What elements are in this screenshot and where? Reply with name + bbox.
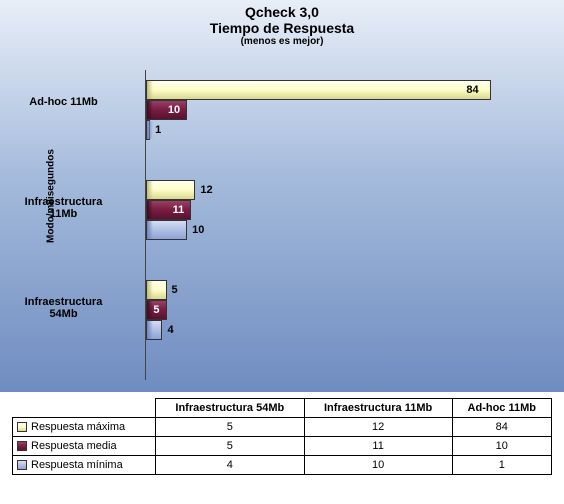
table-cell: 4: [155, 456, 304, 475]
table-row: Respuesta media51110: [13, 437, 552, 456]
legend-swatch: [17, 460, 27, 470]
table-row-label: Respuesta mínima: [13, 456, 156, 475]
plot-area: Ad-hoc 11Mb84101Infraestructura11Mb12111…: [145, 70, 545, 380]
category-label: Infraestructura11Mb: [6, 196, 121, 224]
legend-swatch: [17, 422, 27, 432]
value-label: 1: [155, 124, 161, 136]
table-cell: 1: [452, 456, 551, 475]
table-col-header: Ad-hoc 11Mb: [452, 399, 551, 418]
chart-area: Qcheck 3,0 Tiempo de Respuesta (menos es…: [0, 0, 564, 392]
data-table: Infraestructura 54Mb Infraestructura 11M…: [12, 398, 552, 475]
table-cell: 10: [304, 456, 452, 475]
bar-maxima: [146, 280, 167, 300]
table-cell: 10: [452, 437, 551, 456]
table-row: Respuesta máxima51284: [13, 418, 552, 437]
value-label: 10: [192, 224, 204, 236]
bar-group: Infraestructura54Mb554: [145, 280, 545, 340]
category-label: Ad-hoc 11Mb: [6, 96, 121, 124]
table-cell: 84: [452, 418, 551, 437]
table-row-label: Respuesta máxima: [13, 418, 156, 437]
bar-minima: [146, 220, 187, 240]
table-cell: 5: [155, 418, 304, 437]
table-row-label: Respuesta media: [13, 437, 156, 456]
table-col-header: Infraestructura 11Mb: [304, 399, 452, 418]
chart-titles: Qcheck 3,0 Tiempo de Respuesta (menos es…: [0, 0, 564, 47]
bar-group: Infraestructura11Mb121110: [145, 180, 545, 240]
bar-minima: [146, 120, 150, 140]
chart-title-line2: Tiempo de Respuesta: [0, 20, 564, 36]
bar-maxima: [146, 180, 195, 200]
value-label: 84: [466, 84, 478, 96]
category-label: Infraestructura54Mb: [6, 296, 121, 324]
table-corner: [13, 399, 156, 418]
chart-title-line1: Qcheck 3,0: [0, 4, 564, 20]
chart-subtitle: (menos es mejor): [0, 36, 564, 47]
bar-group: Ad-hoc 11Mb84101: [145, 80, 545, 140]
bar-maxima: [146, 80, 491, 100]
bar-minima: [146, 320, 162, 340]
chart-container: Qcheck 3,0 Tiempo de Respuesta (menos es…: [0, 0, 564, 504]
table-col-header: Infraestructura 54Mb: [155, 399, 304, 418]
value-label: 5: [153, 304, 161, 316]
value-label: 12: [200, 184, 212, 196]
legend-swatch: [17, 441, 27, 451]
value-label: 11: [173, 204, 187, 216]
table-header-row: Infraestructura 54Mb Infraestructura 11M…: [13, 399, 552, 418]
table-cell: 12: [304, 418, 452, 437]
value-label: 4: [167, 324, 173, 336]
value-label: 10: [168, 104, 182, 116]
table-cell: 11: [304, 437, 452, 456]
value-label: 5: [172, 284, 178, 296]
table-cell: 5: [155, 437, 304, 456]
table-row: Respuesta mínima4101: [13, 456, 552, 475]
